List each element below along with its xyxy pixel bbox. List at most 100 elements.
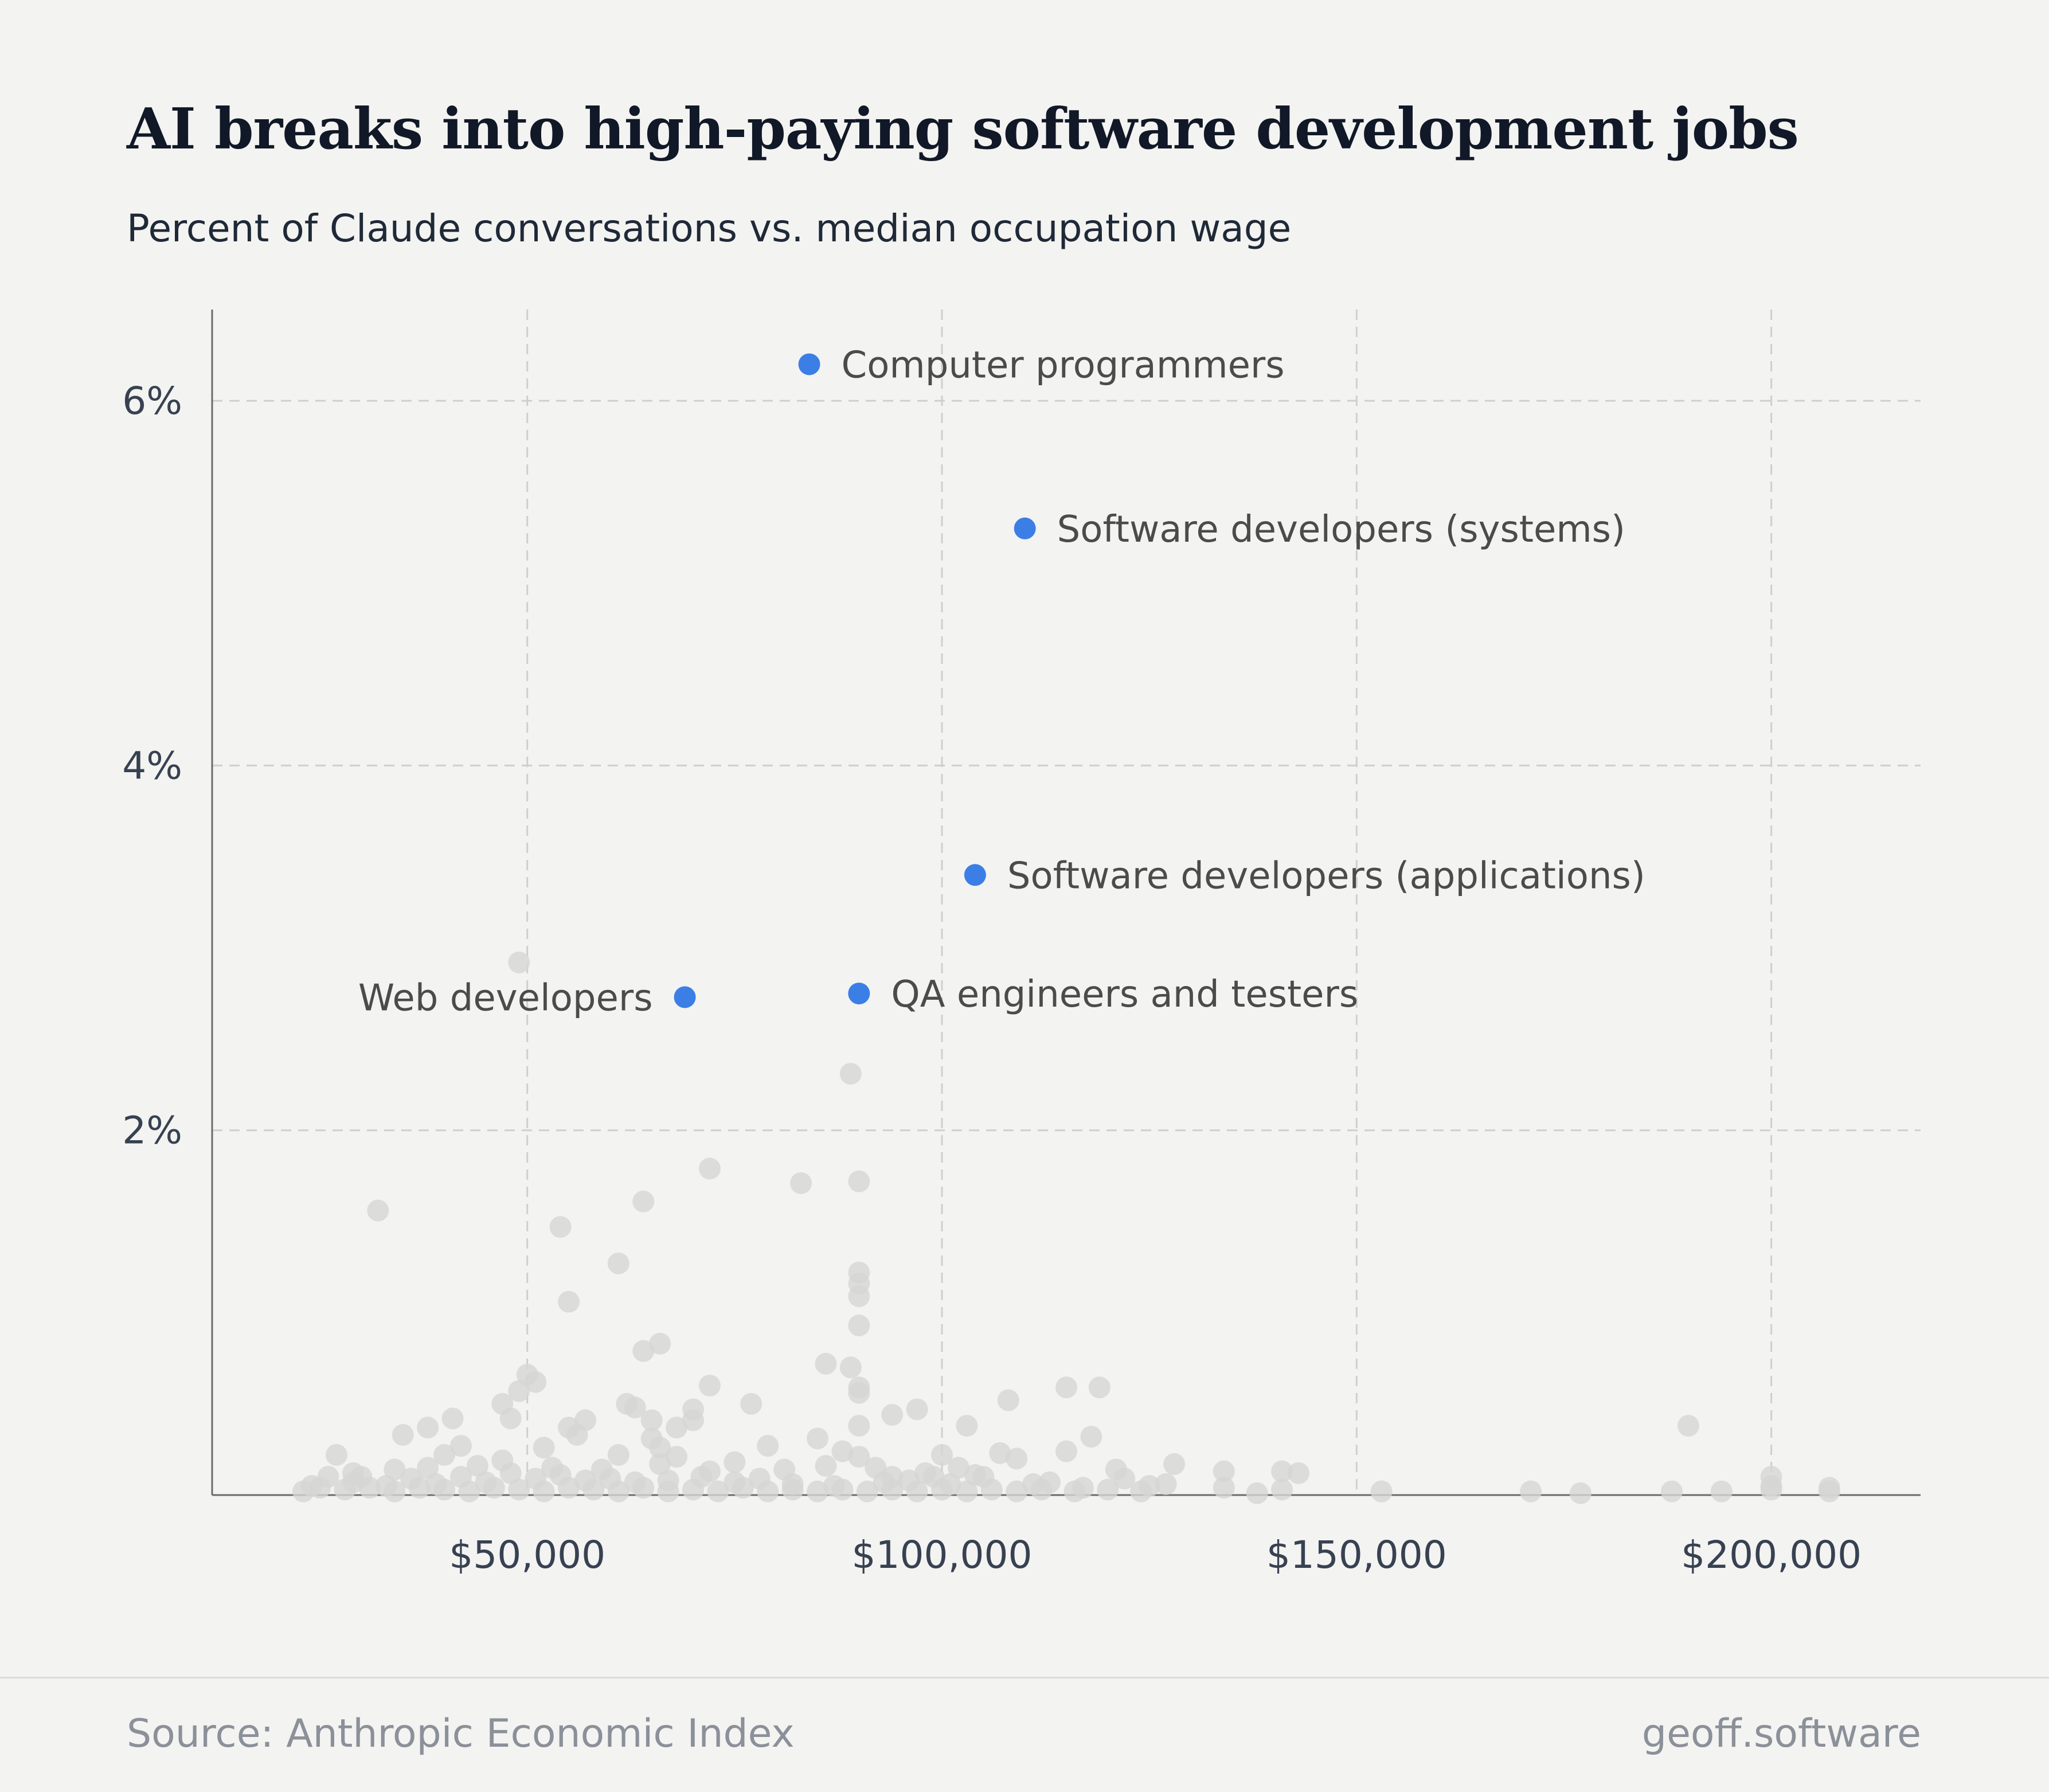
- x-tick-label: $200,000: [1681, 1533, 1862, 1577]
- point-label: Web developers: [358, 977, 653, 1019]
- scatter-point: [358, 1477, 381, 1499]
- scatter-point: [839, 1063, 862, 1085]
- scatter-point: [632, 1340, 655, 1362]
- scatter-point: [466, 1455, 488, 1477]
- scatter-point: [848, 1170, 870, 1192]
- scatter-point: [441, 1407, 464, 1430]
- scatter-point: [334, 1478, 356, 1501]
- scatter-point: [732, 1477, 754, 1499]
- highlighted-point: [1014, 517, 1036, 539]
- scatter-point: [632, 1190, 655, 1212]
- scatter-point: [1760, 1475, 1782, 1497]
- x-tick-label: $100,000: [852, 1533, 1033, 1577]
- x-tick-label: $50,000: [449, 1533, 605, 1577]
- scatter-point: [956, 1480, 978, 1503]
- scatter-point: [533, 1437, 555, 1459]
- scatter-point: [1063, 1480, 1086, 1503]
- scatter-point: [881, 1404, 904, 1426]
- scatter-point: [458, 1480, 480, 1503]
- y-tick-label: 4%: [122, 744, 182, 788]
- x-tick-label: $150,000: [1266, 1533, 1447, 1577]
- scatter-point: [508, 951, 530, 973]
- scatter-point: [1288, 1462, 1310, 1484]
- scatter-point: [773, 1458, 796, 1481]
- scatter-point: [558, 1477, 580, 1499]
- scatter-point: [1246, 1482, 1268, 1504]
- scatter-point: [740, 1392, 762, 1415]
- scatter-point: [433, 1444, 456, 1466]
- scatter-point: [1130, 1480, 1152, 1503]
- scatter-point: [1088, 1376, 1110, 1399]
- scatter-point: [582, 1478, 605, 1501]
- scatter-point: [807, 1480, 829, 1503]
- scatter-point: [607, 1480, 629, 1503]
- scatter-point: [607, 1252, 629, 1274]
- scatter-point: [392, 1424, 414, 1446]
- scatter-point: [483, 1477, 505, 1499]
- scatter-point: [649, 1437, 671, 1459]
- scatter-point: [790, 1172, 812, 1194]
- scatter-point: [1370, 1480, 1393, 1503]
- highlighted-point: [798, 353, 820, 375]
- scatter-point: [724, 1451, 746, 1473]
- scatter-point: [1818, 1477, 1840, 1499]
- point-label: Software developers (applications): [1007, 855, 1645, 897]
- highlighted-point: [848, 983, 870, 1005]
- highlighted-point: [964, 864, 986, 886]
- scatter-point: [964, 1464, 986, 1486]
- scatter-point: [698, 1460, 721, 1482]
- scatter-point: [1113, 1468, 1136, 1490]
- scatter-point: [1569, 1482, 1592, 1504]
- scatter-point: [1520, 1480, 1542, 1503]
- scatter-point: [848, 1285, 870, 1308]
- scatter-point: [698, 1157, 721, 1180]
- scatter-point: [848, 1314, 870, 1337]
- scatter-point: [591, 1458, 613, 1481]
- scatter-point: [1661, 1480, 1683, 1503]
- scatter-point: [300, 1475, 323, 1497]
- scatter-point: [1030, 1478, 1053, 1501]
- scatter-point: [566, 1424, 588, 1446]
- scatter-point: [956, 1415, 978, 1437]
- scatter-point: [433, 1478, 456, 1501]
- scatter-point: [1213, 1460, 1235, 1482]
- scatter-point: [649, 1332, 671, 1355]
- scatter-point: [865, 1457, 887, 1479]
- scatter-point: [384, 1458, 406, 1481]
- scatter-point: [525, 1371, 547, 1393]
- scatter-point: [906, 1480, 928, 1503]
- scatter-point: [1213, 1477, 1235, 1499]
- scatter-point: [781, 1478, 804, 1501]
- source-note: Source: Anthropic Economic Index: [127, 1711, 795, 1756]
- scatter-point: [1710, 1480, 1733, 1503]
- y-tick-label: 2%: [122, 1109, 182, 1153]
- scatter-point: [666, 1417, 688, 1439]
- tick-labels: $50,000 $100,000 $150,000 $200,000 2% 4% 6%: [122, 379, 1862, 1577]
- axes: [211, 310, 1921, 1496]
- scatter-point: [848, 1382, 870, 1404]
- scatter-point: [707, 1480, 729, 1503]
- scatter-point: [1271, 1460, 1293, 1482]
- scatter-point: [499, 1407, 522, 1430]
- scatter-point: [384, 1480, 406, 1503]
- point-label: Software developers (systems): [1057, 508, 1625, 551]
- point-label: QA engineers and testers: [891, 973, 1358, 1016]
- scatter-point: [906, 1398, 928, 1421]
- scatter-point: [491, 1449, 514, 1472]
- scatter-point: [807, 1427, 829, 1450]
- credit-link[interactable]: geoff.software: [1641, 1711, 1921, 1756]
- scatter-point: [914, 1462, 937, 1484]
- scatter-point: [1677, 1415, 1699, 1437]
- scatter-point: [325, 1444, 347, 1466]
- scatter-point: [632, 1477, 655, 1499]
- highlighted-points: Computer programmers Software developers …: [358, 344, 1645, 1019]
- scatter-point: [624, 1396, 646, 1419]
- footer-divider: [0, 1677, 2049, 1678]
- scatter-point: [417, 1417, 439, 1439]
- scatter-point: [1155, 1473, 1177, 1495]
- chart-title: AI breaks into high-paying software deve…: [127, 96, 1799, 162]
- scatter-point: [1006, 1480, 1028, 1503]
- scatter-point: [649, 1453, 671, 1475]
- scatter-point: [856, 1480, 878, 1503]
- scatter-point: [1080, 1426, 1102, 1448]
